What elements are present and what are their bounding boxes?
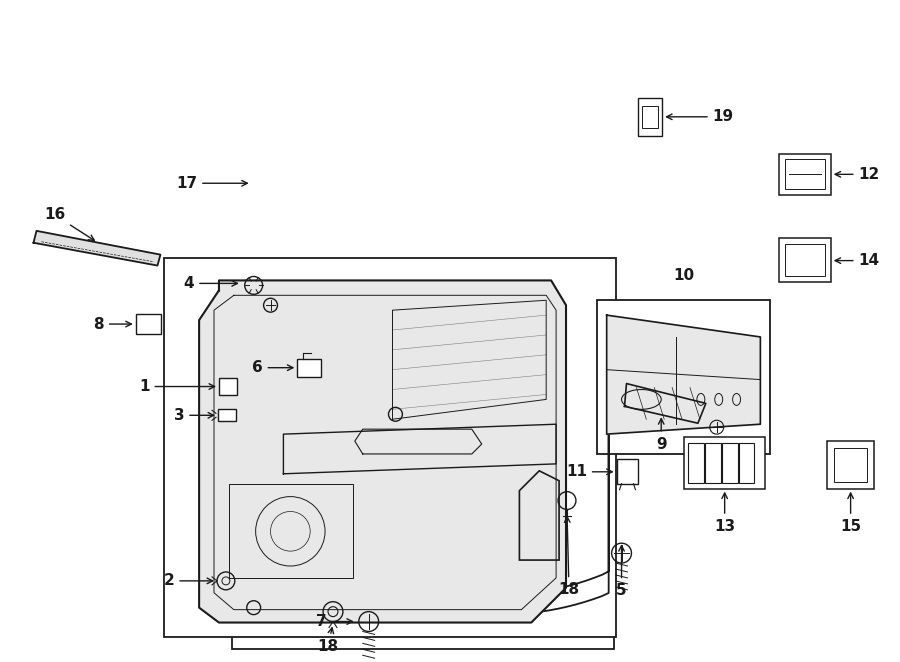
Text: 9: 9 (656, 418, 667, 451)
Bar (136, 314, 161, 334)
Text: 5: 5 (616, 545, 627, 598)
Bar (722, 443, 738, 483)
Text: 19: 19 (667, 109, 734, 124)
Text: 2: 2 (164, 573, 212, 589)
Bar (232, 387, 614, 649)
Bar (616, 459, 638, 484)
Text: 6: 6 (252, 360, 293, 375)
Bar (779, 154, 831, 195)
Bar (785, 244, 824, 277)
Text: 16: 16 (44, 207, 94, 240)
Bar (739, 443, 754, 483)
Text: 12: 12 (835, 167, 880, 182)
Polygon shape (607, 315, 760, 434)
Text: 4: 4 (184, 276, 238, 291)
Text: 7: 7 (317, 614, 353, 629)
Bar (638, 98, 662, 136)
Text: 15: 15 (840, 493, 861, 534)
Bar (833, 448, 868, 482)
Text: 13: 13 (714, 493, 735, 534)
Bar (597, 301, 770, 454)
Text: 18: 18 (558, 517, 580, 597)
Text: 14: 14 (835, 253, 879, 268)
Bar (165, 258, 616, 638)
Bar (827, 441, 875, 489)
Bar (684, 437, 765, 489)
Bar (218, 409, 236, 421)
Text: 1: 1 (139, 379, 214, 394)
Text: 17: 17 (176, 175, 248, 191)
Bar (297, 359, 321, 377)
Text: 3: 3 (174, 408, 213, 423)
Polygon shape (33, 231, 160, 265)
Polygon shape (199, 281, 566, 622)
Polygon shape (625, 383, 706, 423)
Bar (705, 443, 721, 483)
Bar (219, 377, 237, 395)
Text: 18: 18 (318, 628, 338, 654)
Bar (643, 106, 658, 128)
Text: 11: 11 (566, 464, 612, 479)
Bar (688, 443, 704, 483)
Text: 8: 8 (94, 316, 131, 332)
Bar (779, 238, 831, 283)
Text: 10: 10 (673, 268, 695, 283)
Bar (785, 160, 824, 189)
